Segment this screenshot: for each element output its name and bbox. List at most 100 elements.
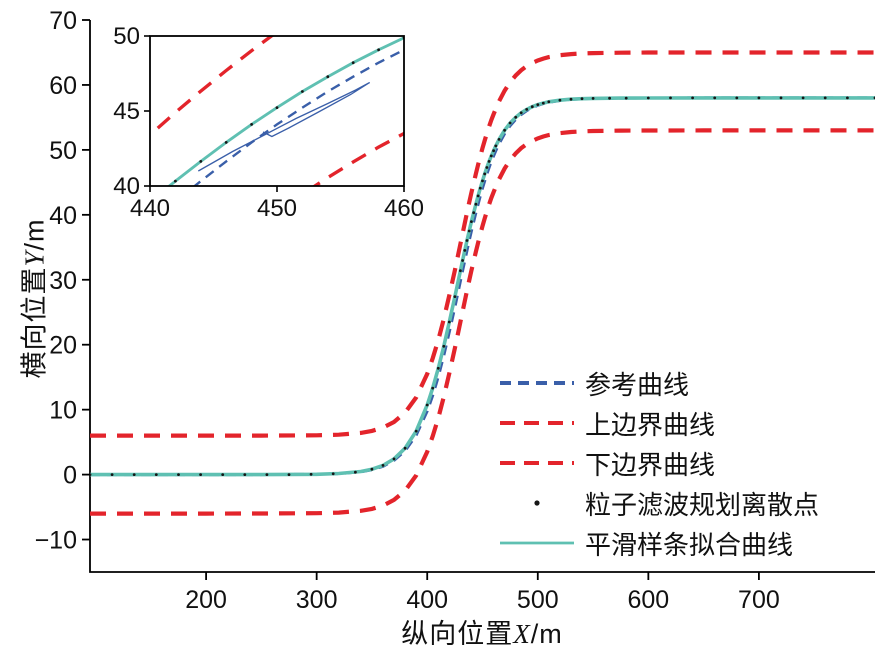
y-axis-label: 横向位置Y/m xyxy=(13,187,52,411)
particle-point xyxy=(547,100,551,104)
particle-point xyxy=(174,179,177,183)
x-axis-unit: /m xyxy=(530,619,563,649)
particle-point xyxy=(779,96,783,100)
particle-point xyxy=(199,473,203,476)
particle-point xyxy=(669,96,672,100)
reference-curve-sample xyxy=(500,381,574,385)
particle-point xyxy=(463,249,467,252)
particle-point xyxy=(757,96,761,100)
particle-point xyxy=(478,186,482,190)
particle-point xyxy=(530,105,534,109)
legend-label: 参考曲线 xyxy=(585,369,690,400)
inset-x-tick-label: 440 xyxy=(130,195,170,222)
particle-point xyxy=(846,96,849,100)
y-axis-variable: Y xyxy=(19,250,50,267)
particle-point xyxy=(453,295,457,298)
particle-point xyxy=(123,222,126,225)
x-tick-label: 200 xyxy=(185,586,227,614)
particle-point xyxy=(591,97,595,100)
y-tick-label: 20 xyxy=(49,332,77,360)
legend-item-spline-curve: 平滑样条拟合曲线 xyxy=(497,523,819,563)
particle-point xyxy=(735,96,739,100)
particle-point xyxy=(354,470,357,474)
particle-point xyxy=(823,96,827,100)
particle-point xyxy=(514,115,518,119)
particle-point xyxy=(110,473,114,476)
legend-item-lower-boundary: 下边界曲线 xyxy=(497,443,819,483)
particle-point xyxy=(243,473,247,476)
upper-boundary-sample xyxy=(500,421,574,425)
x-axis-label: 纵向位置X/m xyxy=(282,612,682,651)
particle-point xyxy=(541,101,545,105)
y-tick-label: 10 xyxy=(49,397,77,425)
particle-point xyxy=(250,123,254,126)
x-tick-label: 700 xyxy=(738,586,780,614)
x-axis-label-text: 纵向位置 xyxy=(401,619,514,649)
inset-y-tick-label: 40 xyxy=(113,173,140,200)
inset-x-tick-label: 460 xyxy=(384,195,424,222)
particle-point xyxy=(326,75,330,79)
legend-label: 下边界曲线 xyxy=(585,449,716,480)
particle-point xyxy=(403,446,407,450)
particle-point xyxy=(461,259,464,262)
particle-point xyxy=(485,166,489,169)
spline-curve-sample xyxy=(500,541,574,545)
particle-point xyxy=(224,141,228,144)
y-tick-label: 40 xyxy=(49,202,77,230)
particle-point xyxy=(265,473,269,476)
particle-point xyxy=(154,473,158,476)
particle-point xyxy=(503,128,506,132)
y-tick-label: 0 xyxy=(63,462,77,490)
lower-boundary-sample xyxy=(500,461,574,465)
particle-point xyxy=(873,96,875,100)
particle-point xyxy=(425,403,429,407)
particle-point xyxy=(351,61,355,65)
x-tick-label: 500 xyxy=(517,586,559,614)
particle-point xyxy=(331,472,335,476)
particle-point xyxy=(508,121,512,125)
particle-point xyxy=(287,473,291,476)
x-axis-variable: X xyxy=(513,619,531,649)
y-tick-label: 70 xyxy=(49,7,77,35)
particle-point xyxy=(199,160,203,163)
inset-x-tick-label: 450 xyxy=(257,195,297,222)
inset-background xyxy=(150,36,404,186)
particle-point xyxy=(608,96,611,100)
particle-point xyxy=(370,467,374,471)
particle-point xyxy=(472,211,476,215)
particle-point xyxy=(309,472,313,476)
particle-point xyxy=(431,386,435,390)
particle-point xyxy=(275,106,279,109)
particle-point xyxy=(646,96,650,100)
axes: 200 300 400 500 600 700 −10 0 10 20 30 40 50 60 70 xyxy=(35,7,875,614)
x-tick-label: 400 xyxy=(406,586,448,614)
legend-label: 平滑样条拟合曲线 xyxy=(585,529,794,560)
particle-point xyxy=(466,11,469,14)
axis-spines xyxy=(89,20,875,573)
y-tick-label: 50 xyxy=(49,137,77,165)
particle-point xyxy=(536,103,540,106)
particle-point-sample-dot xyxy=(534,500,540,506)
particle-point xyxy=(442,344,446,348)
particle-point xyxy=(474,202,478,206)
particle-point xyxy=(377,48,380,52)
y-tick-label: 30 xyxy=(49,267,77,295)
particle-point xyxy=(481,179,484,183)
legend-item-upper-boundary: 上边界曲线 xyxy=(497,403,819,443)
upper-boundary-curve xyxy=(90,50,875,438)
particle-filter-points xyxy=(90,96,875,476)
legend-label: 粒子滤波规划离散点 xyxy=(585,489,820,520)
particle-point xyxy=(569,97,573,101)
particle-point xyxy=(414,429,418,433)
particle-point xyxy=(132,473,136,476)
particle-point xyxy=(487,160,491,163)
particle-point xyxy=(428,25,431,28)
particle-point xyxy=(691,96,694,100)
particle-points-sample xyxy=(534,500,540,506)
legend-item-reference-curve: 参考曲线 xyxy=(497,363,819,403)
particle-point xyxy=(221,473,225,476)
